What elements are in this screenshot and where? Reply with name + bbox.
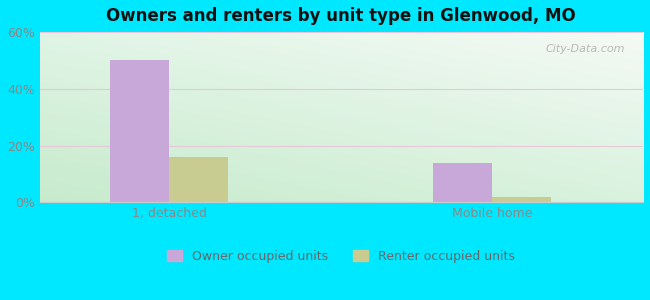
Bar — [492, 196, 551, 202]
Bar — [433, 163, 492, 202]
Legend: Owner occupied units, Renter occupied units: Owner occupied units, Renter occupied un… — [162, 244, 521, 268]
Text: City-Data.com: City-Data.com — [545, 44, 625, 54]
Bar — [110, 60, 169, 202]
Title: Owners and renters by unit type in Glenwood, MO: Owners and renters by unit type in Glenw… — [107, 7, 577, 25]
Bar — [169, 157, 228, 202]
